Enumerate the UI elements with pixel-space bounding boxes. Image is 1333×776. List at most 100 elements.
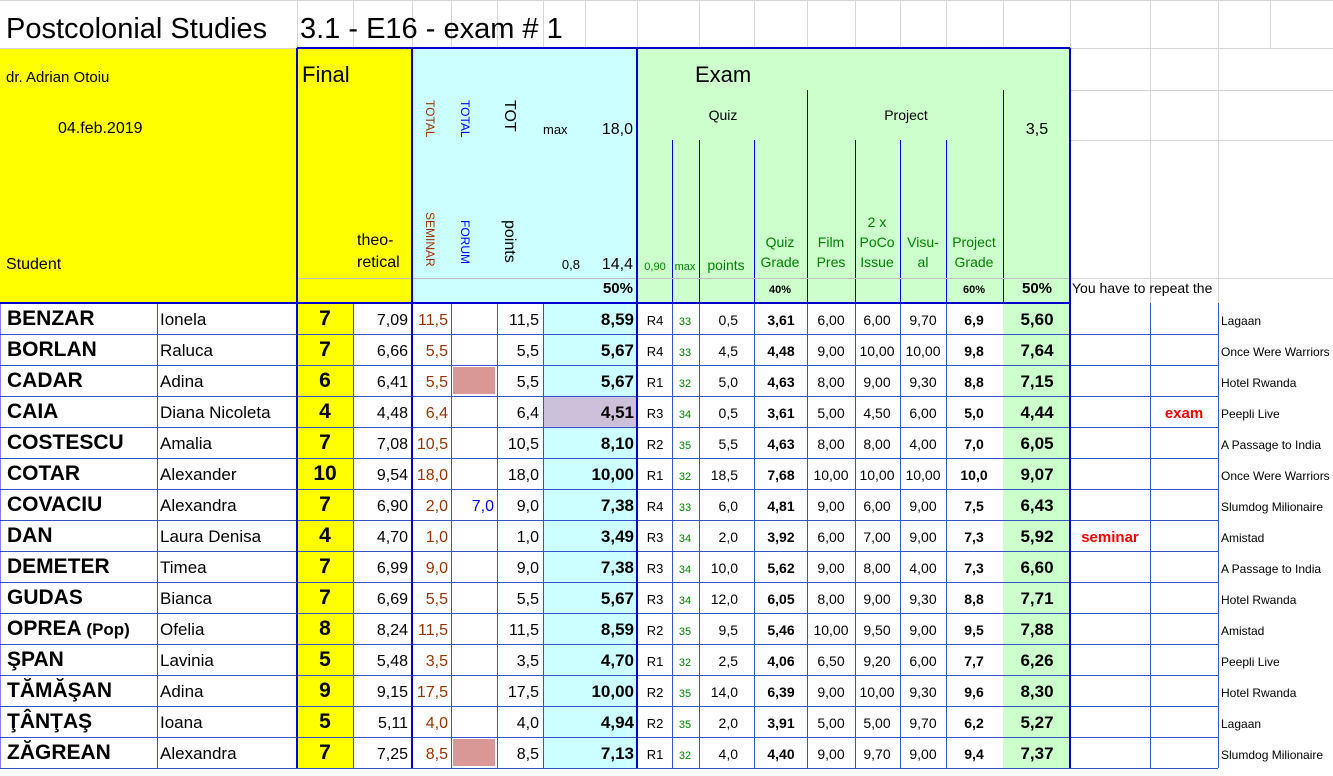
points-weight: 50% xyxy=(603,280,633,297)
visual-grade: 9,70 xyxy=(909,312,936,328)
exam-date: 04.feb.2019 xyxy=(58,120,143,137)
points-cell xyxy=(543,737,637,768)
exam-grade: 9,07 xyxy=(1020,465,1053,484)
seminar-total: 4,0 xyxy=(426,715,448,732)
quiz-max: 32 xyxy=(679,750,691,762)
visual-grade: 9,70 xyxy=(909,715,936,731)
final-grade: 7 xyxy=(319,741,331,764)
final-grade: 6 xyxy=(319,369,331,392)
theoretical-grade: 8,24 xyxy=(377,622,408,639)
movie-title: Lagaan xyxy=(1221,314,1261,328)
theoretical-grade: 5,11 xyxy=(378,715,408,732)
points-grade: 5,67 xyxy=(601,372,634,391)
exam-grade: 6,43 xyxy=(1020,496,1053,515)
exam-label: Exam xyxy=(695,62,751,87)
poco-grade: 9,20 xyxy=(863,653,890,669)
movie-title: Slumdog Milionaire xyxy=(1221,748,1323,762)
theoretical-grade: 9,15 xyxy=(377,684,408,701)
student-surname: BENZAR xyxy=(7,307,95,330)
quiz-points: 10,0 xyxy=(711,560,738,576)
theoretical-grade: 7,08 xyxy=(377,436,408,453)
total-points: 1,0 xyxy=(517,529,539,546)
student-name: Lavinia xyxy=(160,651,214,670)
visual-grade: 6,00 xyxy=(909,405,936,421)
exam-grade-cell xyxy=(1003,644,1070,675)
poco-grade: 9,00 xyxy=(863,591,890,607)
quiz-max: 33 xyxy=(679,347,691,359)
table-row: COVACIU Alexandra 7 6,90 2,0 7,0 9,0 7,38 R4 33 6,… xyxy=(7,489,1323,520)
seminar-total: 9,0 xyxy=(426,560,448,577)
quiz-points: 9,5 xyxy=(719,622,739,638)
poco-label-2: Issue xyxy=(860,254,894,270)
theoretical-grade: 6,41 xyxy=(377,374,408,391)
final-grade-cell xyxy=(297,644,353,675)
final-header-fill xyxy=(297,48,412,303)
points-cell xyxy=(543,551,637,582)
seminar-total: 6,4 xyxy=(426,405,448,422)
quiz-points: 2,5 xyxy=(719,653,739,669)
repeat-flag: seminar xyxy=(1081,529,1139,546)
points-grade: 8,59 xyxy=(601,310,634,329)
movie-title: Amistad xyxy=(1221,531,1264,545)
exam-grade: 6,26 xyxy=(1020,651,1053,670)
movie-title: Amistad xyxy=(1221,624,1264,638)
poco-grade: 6,00 xyxy=(863,312,890,328)
exam-grade-cell xyxy=(1003,582,1070,613)
exam-grade: 8,30 xyxy=(1020,682,1053,701)
quiz-max: 33 xyxy=(679,316,691,328)
quiz-grade: 5,46 xyxy=(767,622,794,638)
student-name: Ofelia xyxy=(160,620,205,639)
poco-grade: 7,00 xyxy=(863,529,890,545)
visual-grade: 9,30 xyxy=(909,684,936,700)
total-points: 5,5 xyxy=(517,343,539,360)
film-grade: 9,00 xyxy=(817,684,844,700)
quiz-max: 35 xyxy=(679,688,691,700)
quiz-points: 0,5 xyxy=(719,312,739,328)
student-name: Alexandra xyxy=(160,496,237,515)
teacher-name: dr. Adrian Otoiu xyxy=(6,69,109,86)
quiz-grade: 4,06 xyxy=(767,653,794,669)
sheet-title: Postcolonial Studies xyxy=(6,13,267,45)
theoretical-grade: 6,90 xyxy=(377,498,408,515)
project-weight: 60% xyxy=(963,284,985,296)
total-points: 5,5 xyxy=(517,591,539,608)
quiz-max: 32 xyxy=(679,378,691,390)
exam-grade-cell xyxy=(1003,675,1070,706)
exam-grade: 7,15 xyxy=(1020,372,1053,391)
final-grade-cell xyxy=(297,582,353,613)
table-row: BORLAN Raluca 7 6,66 5,5 5,5 5,67 R4 33 4,5 4,48 9,… xyxy=(7,334,1330,365)
visual-grade: 9,00 xyxy=(909,746,936,762)
quiz-id: R1 xyxy=(647,654,664,669)
visual-grade: 9,00 xyxy=(909,498,936,514)
exam-header-fill xyxy=(637,48,1070,303)
points-cell xyxy=(543,365,637,396)
final-grade-cell xyxy=(297,427,353,458)
total-points: 10,5 xyxy=(508,436,539,453)
film-grade: 10,00 xyxy=(813,467,848,483)
quiz-grade: 4,40 xyxy=(767,746,794,762)
student-surname: COTAR xyxy=(7,462,80,485)
theoretical-grade: 4,70 xyxy=(377,529,408,546)
total-points: 17,5 xyxy=(508,684,539,701)
movie-title: Lagaan xyxy=(1221,717,1261,731)
points-grade: 8,59 xyxy=(601,620,634,639)
exam-grade: 7,64 xyxy=(1020,341,1054,360)
visual-grade: 9,30 xyxy=(909,591,936,607)
final-grade: 4 xyxy=(319,524,331,547)
table-row: ŞPAN Lavinia 5 5,48 3,5 3,5 4,70 R1 32 2,5 4,06 6,5… xyxy=(7,644,1280,675)
movie-title: Slumdog Milionaire xyxy=(1221,500,1323,514)
tot-points-bottom: points xyxy=(501,220,518,263)
movie-title: Once Were Warriors xyxy=(1221,345,1330,359)
project-grade: 7,3 xyxy=(964,529,984,545)
movie-title: Peepli Live xyxy=(1221,407,1280,421)
project-grade-label-2: Grade xyxy=(955,254,994,270)
quiz-grade: 4,63 xyxy=(767,374,794,390)
final-label: Final xyxy=(302,62,350,87)
student-name: Raluca xyxy=(160,341,213,360)
final-grade: 7 xyxy=(319,586,331,609)
seminar-total: 5,5 xyxy=(426,343,448,360)
points-cell xyxy=(543,427,637,458)
total-seminar-bottom: SEMINAR xyxy=(423,212,437,267)
quiz-max-label: max xyxy=(675,261,696,273)
